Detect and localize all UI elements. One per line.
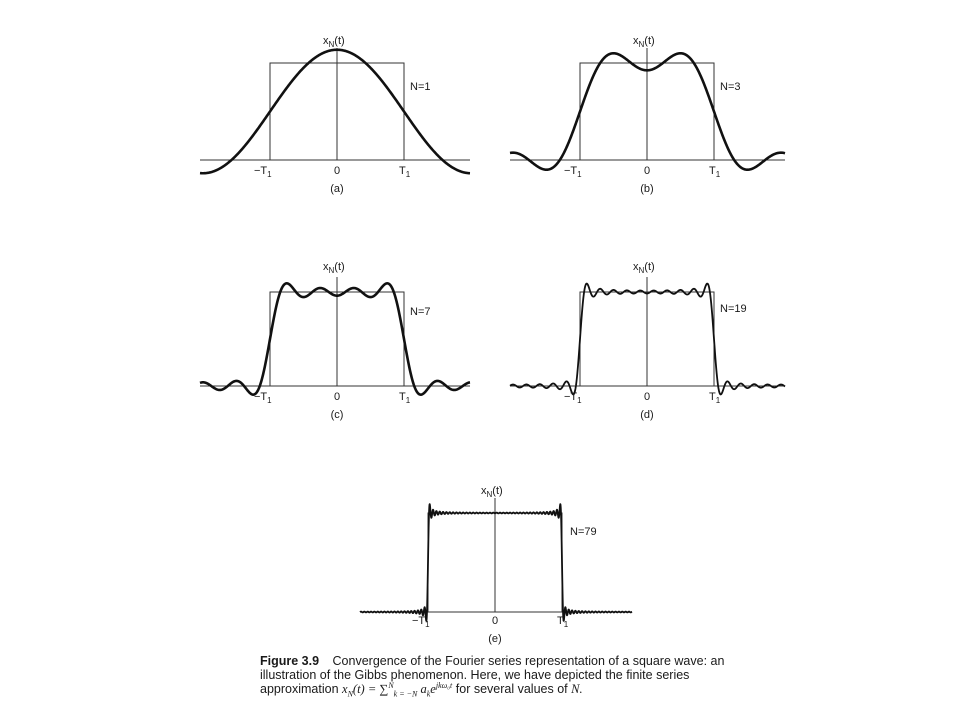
partial-sum-curve xyxy=(199,48,471,175)
formula-lhs-tail: (t) = ∑ xyxy=(352,682,389,696)
partial-sum-curve xyxy=(359,503,633,622)
zero-label: 0 xyxy=(334,391,340,403)
caption-text: Convergence of the Fourier series repres… xyxy=(260,654,725,696)
n-label: N=1 xyxy=(410,81,431,93)
zero-label: 0 xyxy=(492,615,498,627)
panel-sublabel: (d) xyxy=(640,409,653,421)
neg-t1-label: −T1 xyxy=(564,165,582,179)
n-label: N=3 xyxy=(720,81,741,93)
zero-label: 0 xyxy=(644,391,650,403)
formula-lhs-sub: N xyxy=(347,689,353,699)
formula-sum-sup: N xyxy=(388,680,394,690)
neg-t1-label: −T1 xyxy=(564,391,582,405)
panel-a: xN(t) N=1 −T1 0 T1 (a) xyxy=(199,35,471,195)
pos-t1-label: T1 xyxy=(399,165,411,179)
zero-label: 0 xyxy=(644,165,650,177)
formula-sum-sub: k = −N xyxy=(393,689,418,699)
pos-t1-label: T1 xyxy=(557,615,569,629)
panel-c: xN(t) N=7 −T1 0 T1 (c) xyxy=(199,261,471,421)
formula-exp: jkω₀t xyxy=(435,680,453,690)
neg-t1-label: −T1 xyxy=(254,165,272,179)
partial-sum-curve xyxy=(509,51,786,172)
partial-sum-curve xyxy=(199,282,471,396)
n-label: N=19 xyxy=(720,303,747,315)
formula-lhs: x xyxy=(342,682,348,696)
pos-t1-label: T1 xyxy=(399,391,411,405)
panel-b: xN(t) N=3 −T1 0 T1 (b) xyxy=(509,35,786,195)
n-label: N=7 xyxy=(410,306,431,318)
n-label: N=79 xyxy=(570,526,597,538)
y-axis-label: xN(t) xyxy=(323,35,345,49)
figure-caption: Figure 3.9 Convergence of the Fourier se… xyxy=(260,654,730,699)
y-axis-label: xN(t) xyxy=(633,35,655,49)
caption-formula: xN(t) = ∑Nk = −N akejkω₀t xyxy=(342,680,453,699)
partial-sum-curve xyxy=(509,282,786,396)
formula-exp-base: e xyxy=(430,682,436,696)
pos-t1-label: T1 xyxy=(709,165,721,179)
pos-t1-label: T1 xyxy=(709,391,721,405)
caption-text-after: for several values of xyxy=(455,682,568,696)
y-axis-label: xN(t) xyxy=(323,261,345,275)
y-axis-label: xN(t) xyxy=(633,261,655,275)
zero-label: 0 xyxy=(334,165,340,177)
panel-e: xN(t) N=79 −T1 0 T1 (e) xyxy=(359,485,633,645)
formula-term-sub: k xyxy=(426,689,431,699)
y-axis-label: xN(t) xyxy=(481,485,503,499)
panel-d: xN(t) N=19 −T1 0 T1 (d) xyxy=(509,261,786,421)
formula-term: a xyxy=(420,682,427,696)
panel-sublabel: (c) xyxy=(331,409,344,421)
panel-sublabel: (e) xyxy=(488,633,501,645)
figure-number: Figure 3.9 xyxy=(260,654,320,668)
neg-t1-label: −T1 xyxy=(254,391,272,405)
neg-t1-label: −T1 xyxy=(412,615,430,629)
panel-sublabel: (b) xyxy=(640,183,653,195)
caption-text-end: N. xyxy=(571,682,583,696)
panel-sublabel: (a) xyxy=(330,183,343,195)
